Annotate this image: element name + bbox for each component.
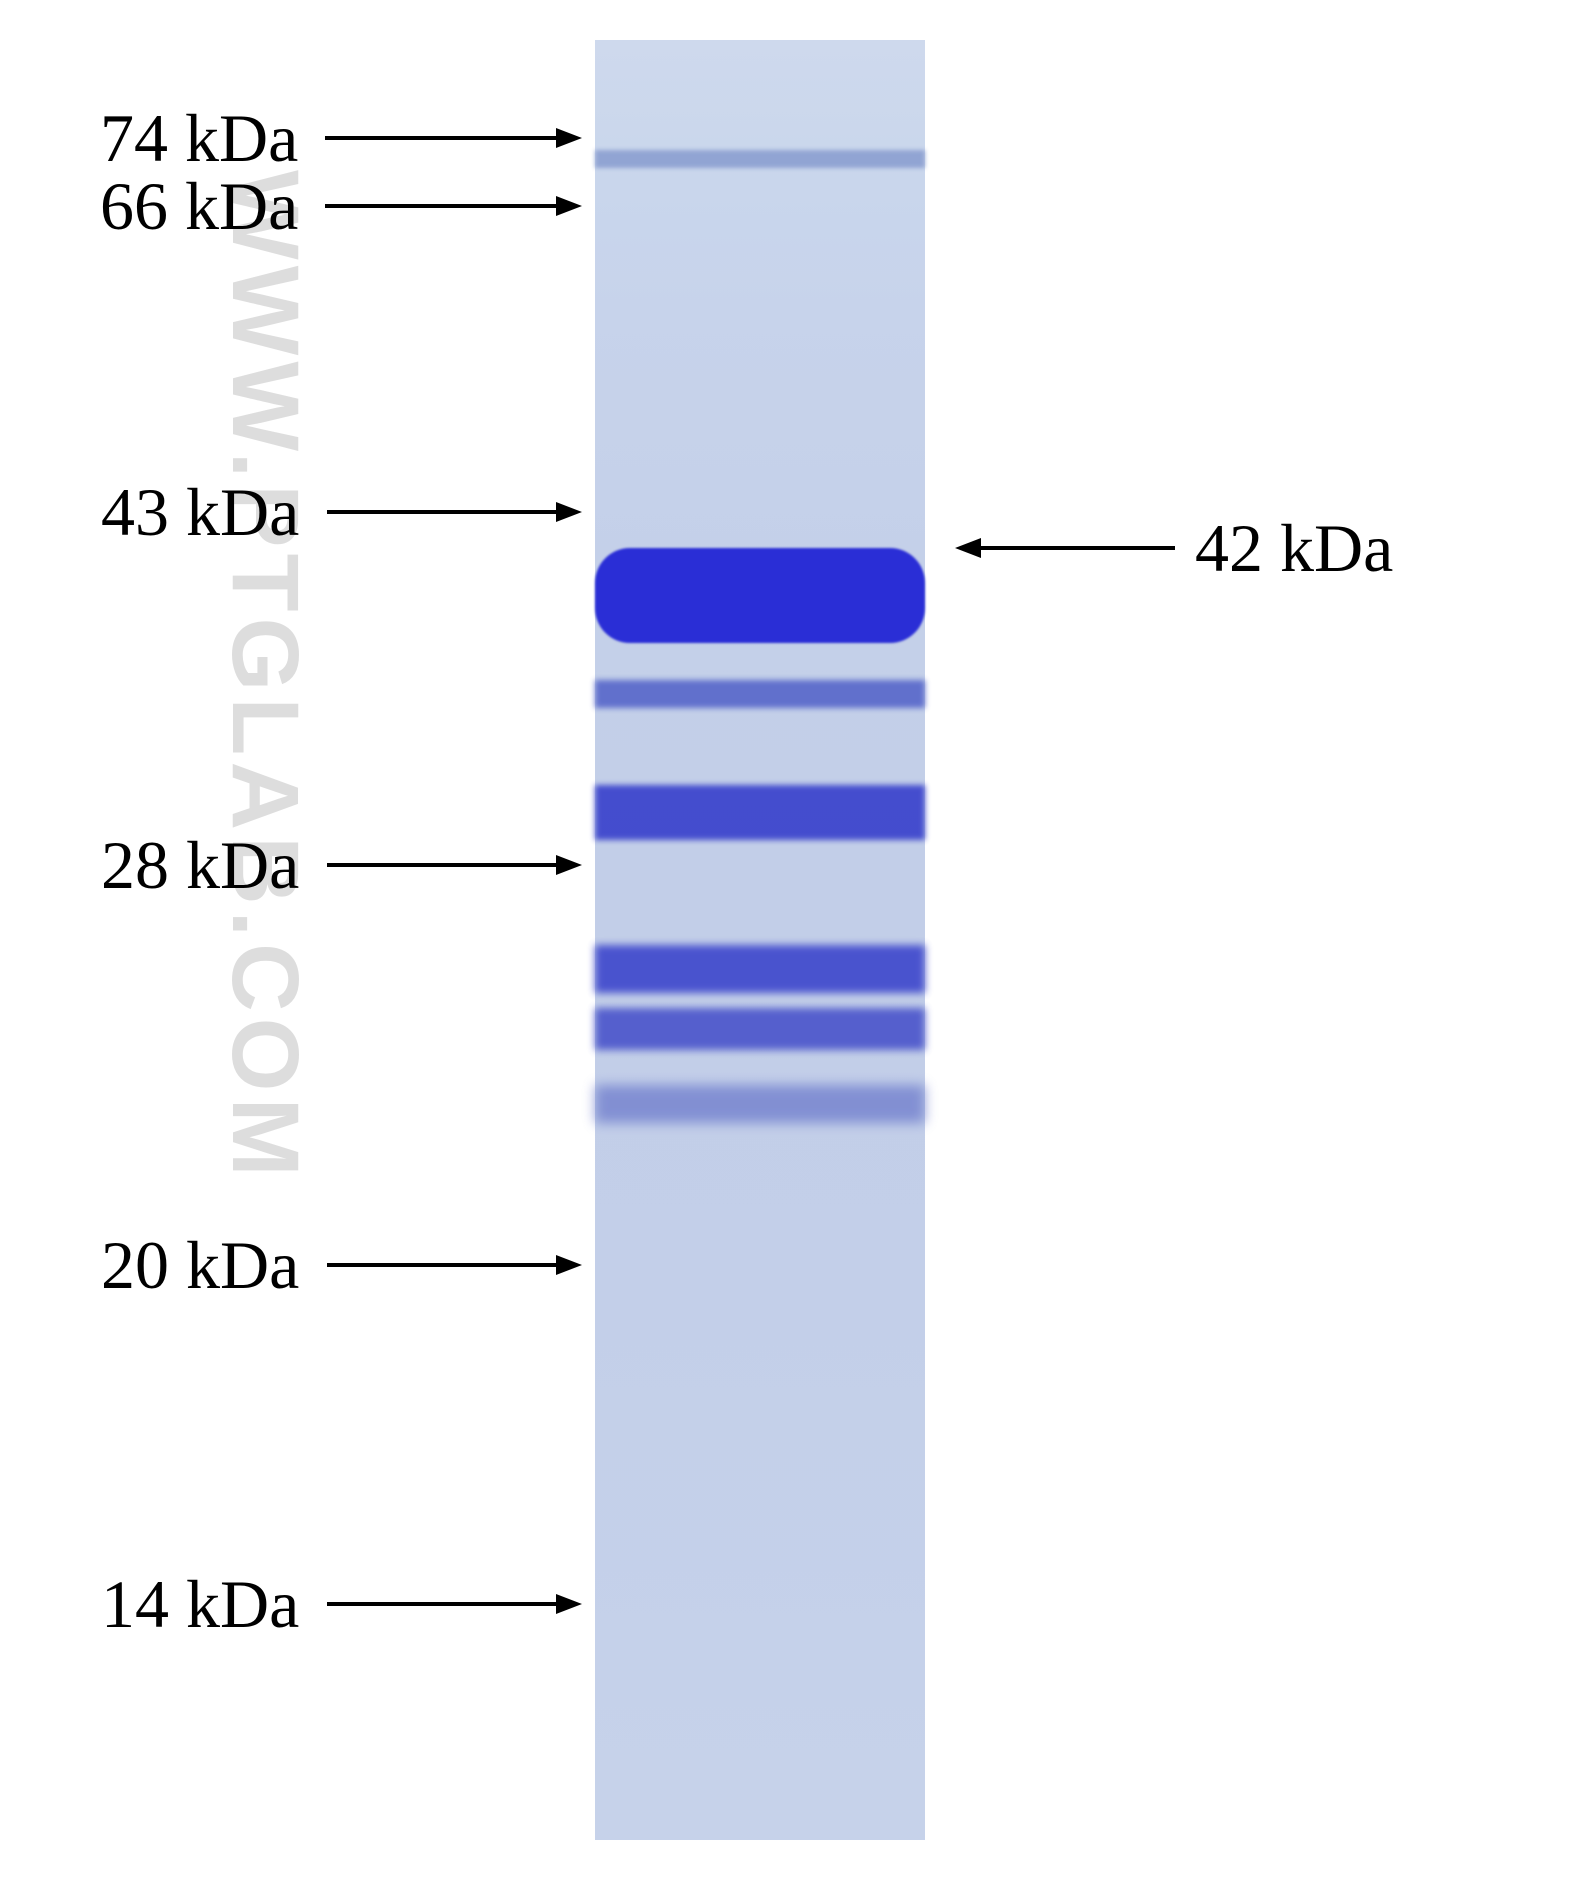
marker-arrow-20 <box>327 1250 582 1252</box>
gel-band <box>595 1008 925 1050</box>
gel-image-container: WWW.PTGLAB.COM 74 kDa 66 kDa 43 kDa 28 k… <box>0 0 1585 1883</box>
marker-label-14: 14 kDa <box>101 1565 299 1644</box>
marker-label-43: 43 kDa <box>101 473 299 552</box>
marker-label-66: 66 kDa <box>100 167 298 246</box>
gel-band <box>595 945 925 993</box>
watermark-text: WWW.PTGLAB.COM <box>210 170 319 1183</box>
marker-arrow-28 <box>327 850 582 852</box>
marker-arrow-43 <box>327 497 582 499</box>
gel-band <box>595 548 925 643</box>
gel-band <box>595 150 925 168</box>
gel-band <box>595 1085 925 1123</box>
marker-arrow-14 <box>327 1589 582 1591</box>
gel-band <box>595 785 925 840</box>
marker-arrow-66 <box>325 191 582 193</box>
marker-label-28: 28 kDa <box>101 826 299 905</box>
target-arrow-42 <box>955 533 1175 535</box>
marker-label-20: 20 kDa <box>101 1226 299 1305</box>
marker-arrow-74 <box>325 123 582 125</box>
gel-lane <box>595 40 925 1840</box>
gel-band <box>595 680 925 708</box>
target-label-42: 42 kDa <box>1195 509 1393 588</box>
